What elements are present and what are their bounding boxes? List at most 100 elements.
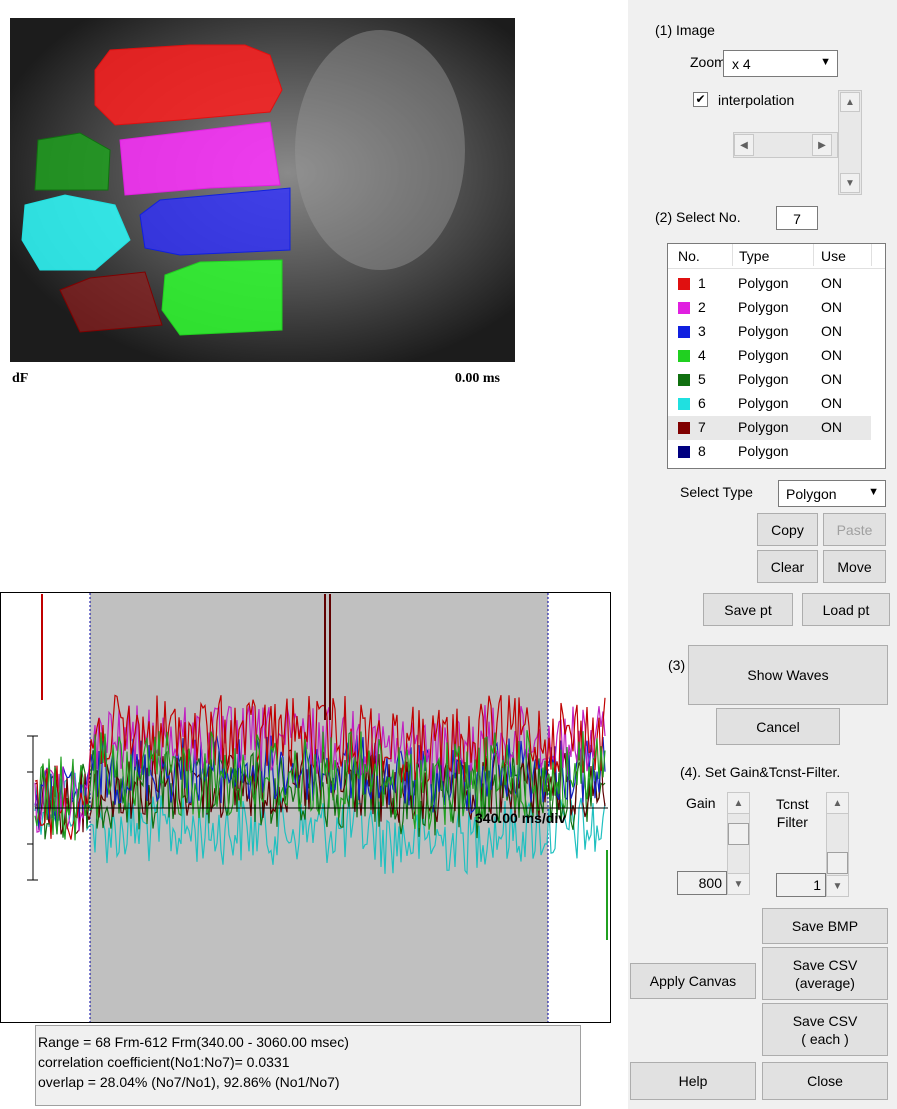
gain-value: 800 <box>677 871 727 895</box>
info-line: Range = 68 Frm-612 Frm(340.00 - 3060.00 … <box>38 1034 349 1050</box>
section-title: (4). Set Gain&Tcnst-Filter. <box>680 764 840 780</box>
roi-use: ON <box>821 275 842 291</box>
roi-number: 2 <box>698 299 706 315</box>
checkbox[interactable]: ✔ <box>693 92 708 107</box>
roi-number: 6 <box>698 395 706 411</box>
save-pt-button[interactable]: Save pt <box>703 593 793 626</box>
list-row: 2 Polygon ON <box>668 296 871 320</box>
roi-number: 1 <box>698 275 706 291</box>
button-line: ( each ) <box>801 1030 848 1048</box>
dropdown-arrow: ▼ <box>868 486 879 498</box>
roi-type: Polygon <box>738 347 789 363</box>
help-button[interactable]: Help <box>630 1062 756 1100</box>
list-row: 1 Polygon ON <box>668 272 871 296</box>
copy-button[interactable]: Copy <box>757 513 818 546</box>
time-label: 0.00 ms <box>455 371 501 386</box>
label-line: Filter <box>776 813 809 831</box>
close-button[interactable]: Close <box>762 1062 888 1100</box>
roi-number: 8 <box>698 443 706 459</box>
slider-thumb[interactable] <box>728 823 749 845</box>
type-value: Polygon <box>786 486 837 502</box>
roi-type: Polygon <box>738 419 789 435</box>
paste-button[interactable]: Paste <box>823 513 886 546</box>
label-line: Tcnst <box>776 795 809 813</box>
roi-type: Polygon <box>738 371 789 387</box>
spin-up[interactable]: ▲ <box>727 792 750 814</box>
roi-type: Polygon <box>738 443 789 459</box>
roi-use: ON <box>821 371 842 387</box>
list-row: 5 Polygon ON <box>668 368 871 392</box>
apply-canvas-button[interactable]: Apply Canvas <box>630 963 756 999</box>
roi-use: ON <box>821 347 842 363</box>
color-swatch <box>678 398 690 410</box>
scroll-down[interactable]: ▼ <box>840 173 860 193</box>
roi-type: Polygon <box>738 275 789 291</box>
tcnst-value: 1 <box>776 873 826 897</box>
button-line: Save CSV <box>793 956 858 974</box>
roi-type: Polygon <box>738 299 789 315</box>
save-csv-each-button[interactable]: Save CSV( each ) <box>762 1003 888 1056</box>
section-title: (2) Select No. <box>655 209 741 225</box>
spin-down[interactable]: ▼ <box>727 873 750 895</box>
app-window: dF 0.00 ms 340.00 ms/div Range = 68 Frm-… <box>0 0 897 1109</box>
spin-down[interactable]: ▼ <box>826 875 849 897</box>
color-swatch <box>678 350 690 362</box>
scroll-up[interactable]: ▲ <box>840 92 860 112</box>
spin-up[interactable]: ▲ <box>826 792 849 814</box>
roi-use: ON <box>821 395 842 411</box>
column-header: Type <box>732 244 769 266</box>
color-swatch <box>678 422 690 434</box>
zoom-select[interactable]: x 4 ▼ <box>723 50 838 77</box>
color-swatch <box>678 374 690 386</box>
image-blob <box>295 30 465 270</box>
load-pt-button[interactable]: Load pt <box>802 593 890 626</box>
gain-label: Gain <box>686 795 716 811</box>
roi-type: Polygon <box>738 323 789 339</box>
selected-number: 7 <box>776 206 818 230</box>
section-title: (1) Image <box>655 22 715 38</box>
roi-number: 3 <box>698 323 706 339</box>
cancel-button[interactable]: Cancel <box>716 708 840 745</box>
roi-use: ON <box>821 299 842 315</box>
save-csv-average-button[interactable]: Save CSV(average) <box>762 947 888 1000</box>
color-swatch <box>678 278 690 290</box>
info-line: overlap = 28.04% (No7/No1), 92.86% (No1/… <box>38 1074 340 1090</box>
color-swatch <box>678 326 690 338</box>
clear-button[interactable]: Clear <box>757 550 818 583</box>
slider-thumb[interactable] <box>827 852 848 874</box>
roi-list[interactable]: No. Type Use 1 Polygon ON 2 Polygon ON 3 Polygo… <box>667 243 886 469</box>
roi-number: 5 <box>698 371 706 387</box>
scroll-left[interactable]: ◀ <box>734 134 754 156</box>
image-label: dF <box>12 371 28 386</box>
control-panel: (1) Image Zoom x 4▼ ✔ interpolation ▲ ▼ … <box>628 0 897 1109</box>
list-row: 3 Polygon ON <box>668 320 871 344</box>
list-row: 7 Polygon ON <box>668 416 871 440</box>
color-swatch <box>678 446 690 458</box>
scroll-right[interactable]: ▶ <box>812 134 832 156</box>
zoom-value: x 4 <box>732 56 751 72</box>
roi-number: 4 <box>698 347 706 363</box>
column-header: No. <box>678 248 700 264</box>
roi-number: 7 <box>698 419 706 435</box>
roi-use: ON <box>821 419 842 435</box>
button-line: Save CSV <box>793 1012 858 1030</box>
canvas-area: dF 0.00 ms 340.00 ms/div Range = 68 Frm-… <box>0 0 628 1109</box>
show-waves-button[interactable]: Show Waves <box>688 645 888 705</box>
list-header: No. Type Use <box>668 244 885 269</box>
roi-use: ON <box>821 323 842 339</box>
checkbox-label: interpolation <box>718 92 794 108</box>
type-select[interactable]: Polygon ▼ <box>778 480 886 507</box>
zoom-label: Zoom <box>690 54 726 70</box>
info-line: correlation coefficient(No1:No7)= 0.0331 <box>38 1054 290 1070</box>
dropdown-arrow: ▼ <box>820 56 831 68</box>
list-row: 4 Polygon ON <box>668 344 871 368</box>
save-bmp-button[interactable]: Save BMP <box>762 908 888 944</box>
time-scale-label: 340.00 ms/div <box>475 810 566 826</box>
move-button[interactable]: Move <box>823 550 886 583</box>
list-row: 8 Polygon <box>668 440 871 464</box>
section-title: (3) <box>668 657 685 673</box>
color-swatch <box>678 302 690 314</box>
column-header: Use <box>813 244 872 266</box>
